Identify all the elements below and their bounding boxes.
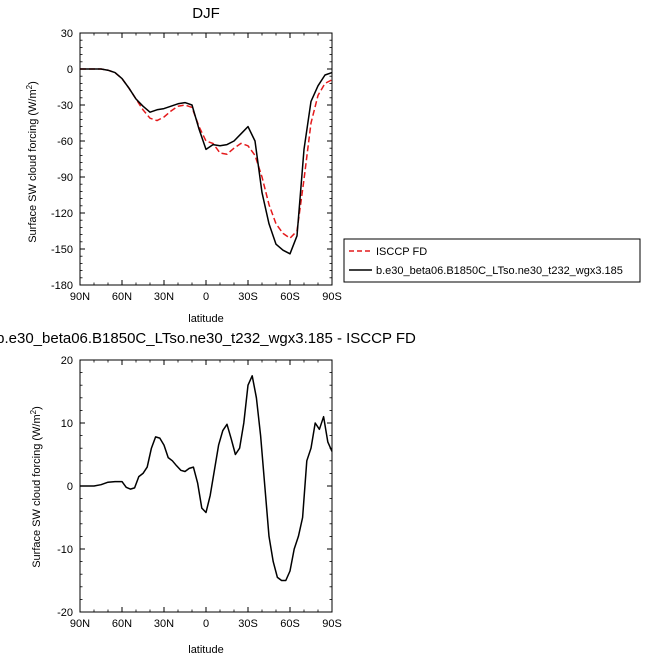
y-axis-label-suffix: ) <box>31 406 43 410</box>
y-tick-label: 0 <box>67 64 73 76</box>
y-tick-label: 0 <box>67 481 73 493</box>
legend-box <box>343 238 641 283</box>
y-tick-label: -60 <box>57 136 73 148</box>
x-tick-label: 0 <box>203 291 209 303</box>
series-line-model <box>80 68 333 255</box>
x-tick-label: 60S <box>280 291 300 303</box>
y-tick-label: -30 <box>57 100 73 112</box>
y-tick-label: 20 <box>61 355 73 367</box>
x-tick-label: 90S <box>322 291 342 303</box>
x-tick-label: 90N <box>70 291 90 303</box>
y-axis-label: Surface SW cloud forcing (W/m2) <box>29 406 43 568</box>
x-tick-label: 60N <box>112 291 132 303</box>
y-tick-label: -10 <box>57 544 73 556</box>
x-tick-label: 30N <box>154 618 174 630</box>
x-tick-label: 30S <box>238 291 258 303</box>
y-tick-label: -180 <box>51 280 73 292</box>
x-tick-label: 30S <box>238 618 258 630</box>
x-axis-label: latitude <box>188 644 223 656</box>
x-tick-label: 60S <box>280 618 300 630</box>
chart-panel-bottom: b.e30_beta06.B1850C_LTso.ne30_t232_wgx3.… <box>0 330 416 656</box>
y-tick-label: -90 <box>57 172 73 184</box>
y-axis-label-superscript: 2 <box>29 409 38 414</box>
series-line-isccp <box>80 68 333 239</box>
plot-frame <box>79 359 333 613</box>
x-tick-label: 90S <box>322 618 342 630</box>
difference-chart-title: b.e30_beta06.B1850C_LTso.ne30_t232_wgx3.… <box>0 330 416 347</box>
x-tick-label: 0 <box>203 618 209 630</box>
plot-frame <box>79 32 333 286</box>
chart-panel-top: DJF 90N 60N 30N 0 30S 60S 90S 30 0 -30 -60 -90 -120 -… <box>25 5 641 325</box>
legend-entry-model: b.e30_beta06.B1850C_LTso.ne30_t232_wgx3.… <box>376 265 623 277</box>
y-tick-label: -150 <box>51 244 73 256</box>
x-tick-label: 90N <box>70 618 90 630</box>
plot-area: 90N 60N 30N 0 30S 60S 90S 20 10 0 -10 -20 <box>57 355 342 630</box>
y-tick-label: -20 <box>57 607 73 619</box>
y-tick-label: 10 <box>61 418 73 430</box>
difference-line <box>80 375 333 582</box>
y-axis-label-text: Surface SW cloud forcing (W/m <box>27 89 39 242</box>
y-axis-label-superscript: 2 <box>25 84 34 89</box>
x-tick-label: 60N <box>112 618 132 630</box>
legend-entry-isccp: ISCCP FD <box>376 246 427 258</box>
y-tick-label: -120 <box>51 208 73 220</box>
x-tick-label: 30N <box>154 291 174 303</box>
x-axis-label: latitude <box>188 313 223 325</box>
chart-title: DJF <box>192 5 220 22</box>
y-axis-label: Surface SW cloud forcing (W/m2) <box>25 81 39 243</box>
y-axis-label-text: Surface SW cloud forcing (W/m <box>31 414 43 567</box>
y-axis-label-suffix: ) <box>27 81 39 85</box>
legend: ISCCP FD b.e30_beta06.B1850C_LTso.ne30_t… <box>343 238 641 283</box>
y-tick-label: 30 <box>61 28 73 40</box>
plot-area: 90N 60N 30N 0 30S 60S 90S 30 0 -30 -60 -90 -120 -150 -… <box>51 28 342 303</box>
